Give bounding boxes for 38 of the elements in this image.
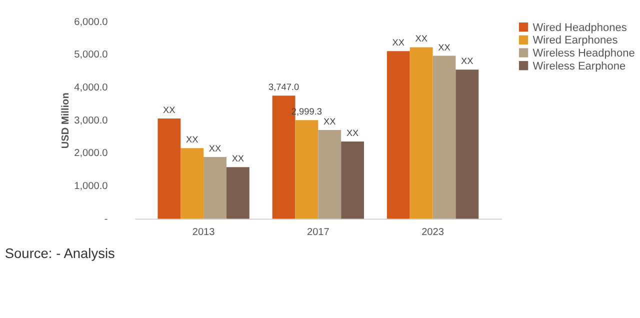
bar (204, 156, 226, 219)
bar (158, 118, 181, 219)
data-label: 3,747.0 (268, 82, 300, 92)
legend-label: Wired Earphones (532, 34, 618, 47)
data-label: XX (415, 34, 428, 44)
data-label: XX (461, 56, 474, 66)
bar (456, 70, 479, 219)
y-tick-label: 5,000.0 (74, 50, 108, 61)
bar (341, 142, 364, 219)
legend-label: Wired Headphones (532, 22, 628, 34)
data-label: XX (346, 128, 359, 138)
y-tick-label: 1,000.0 (74, 181, 108, 192)
bar (295, 120, 318, 219)
data-label: XX (392, 38, 405, 48)
bar (386, 51, 410, 219)
y-tick-label: 2,000.0 (74, 148, 108, 160)
data-label: XX (163, 105, 176, 116)
data-label: XX (232, 154, 244, 164)
x-tick-label: 2013 (192, 226, 216, 238)
bar (410, 47, 433, 219)
data-label: XX (186, 134, 198, 145)
legend-label: Wireless Headphone (532, 47, 635, 60)
x-tick-label: 2023 (422, 226, 444, 238)
bar (180, 148, 204, 219)
y-tick-label: 4,000.0 (74, 82, 108, 94)
bar (226, 167, 250, 219)
data-label: XX (324, 116, 336, 127)
bar (432, 56, 456, 219)
y-tick-label: - (104, 214, 108, 225)
legend-label: Wireless Earphone (532, 60, 626, 72)
source-note: Source: - Analysis (4, 246, 116, 262)
y-tick-label: 6,000.0 (74, 16, 108, 28)
y-axis-title: USD Million (60, 92, 72, 149)
y-tick-label: 3,000.0 (74, 115, 108, 126)
data-label: XX (438, 42, 450, 52)
x-tick-label: 2017 (306, 226, 330, 238)
data-label: XX (208, 143, 222, 154)
bar (318, 130, 342, 219)
